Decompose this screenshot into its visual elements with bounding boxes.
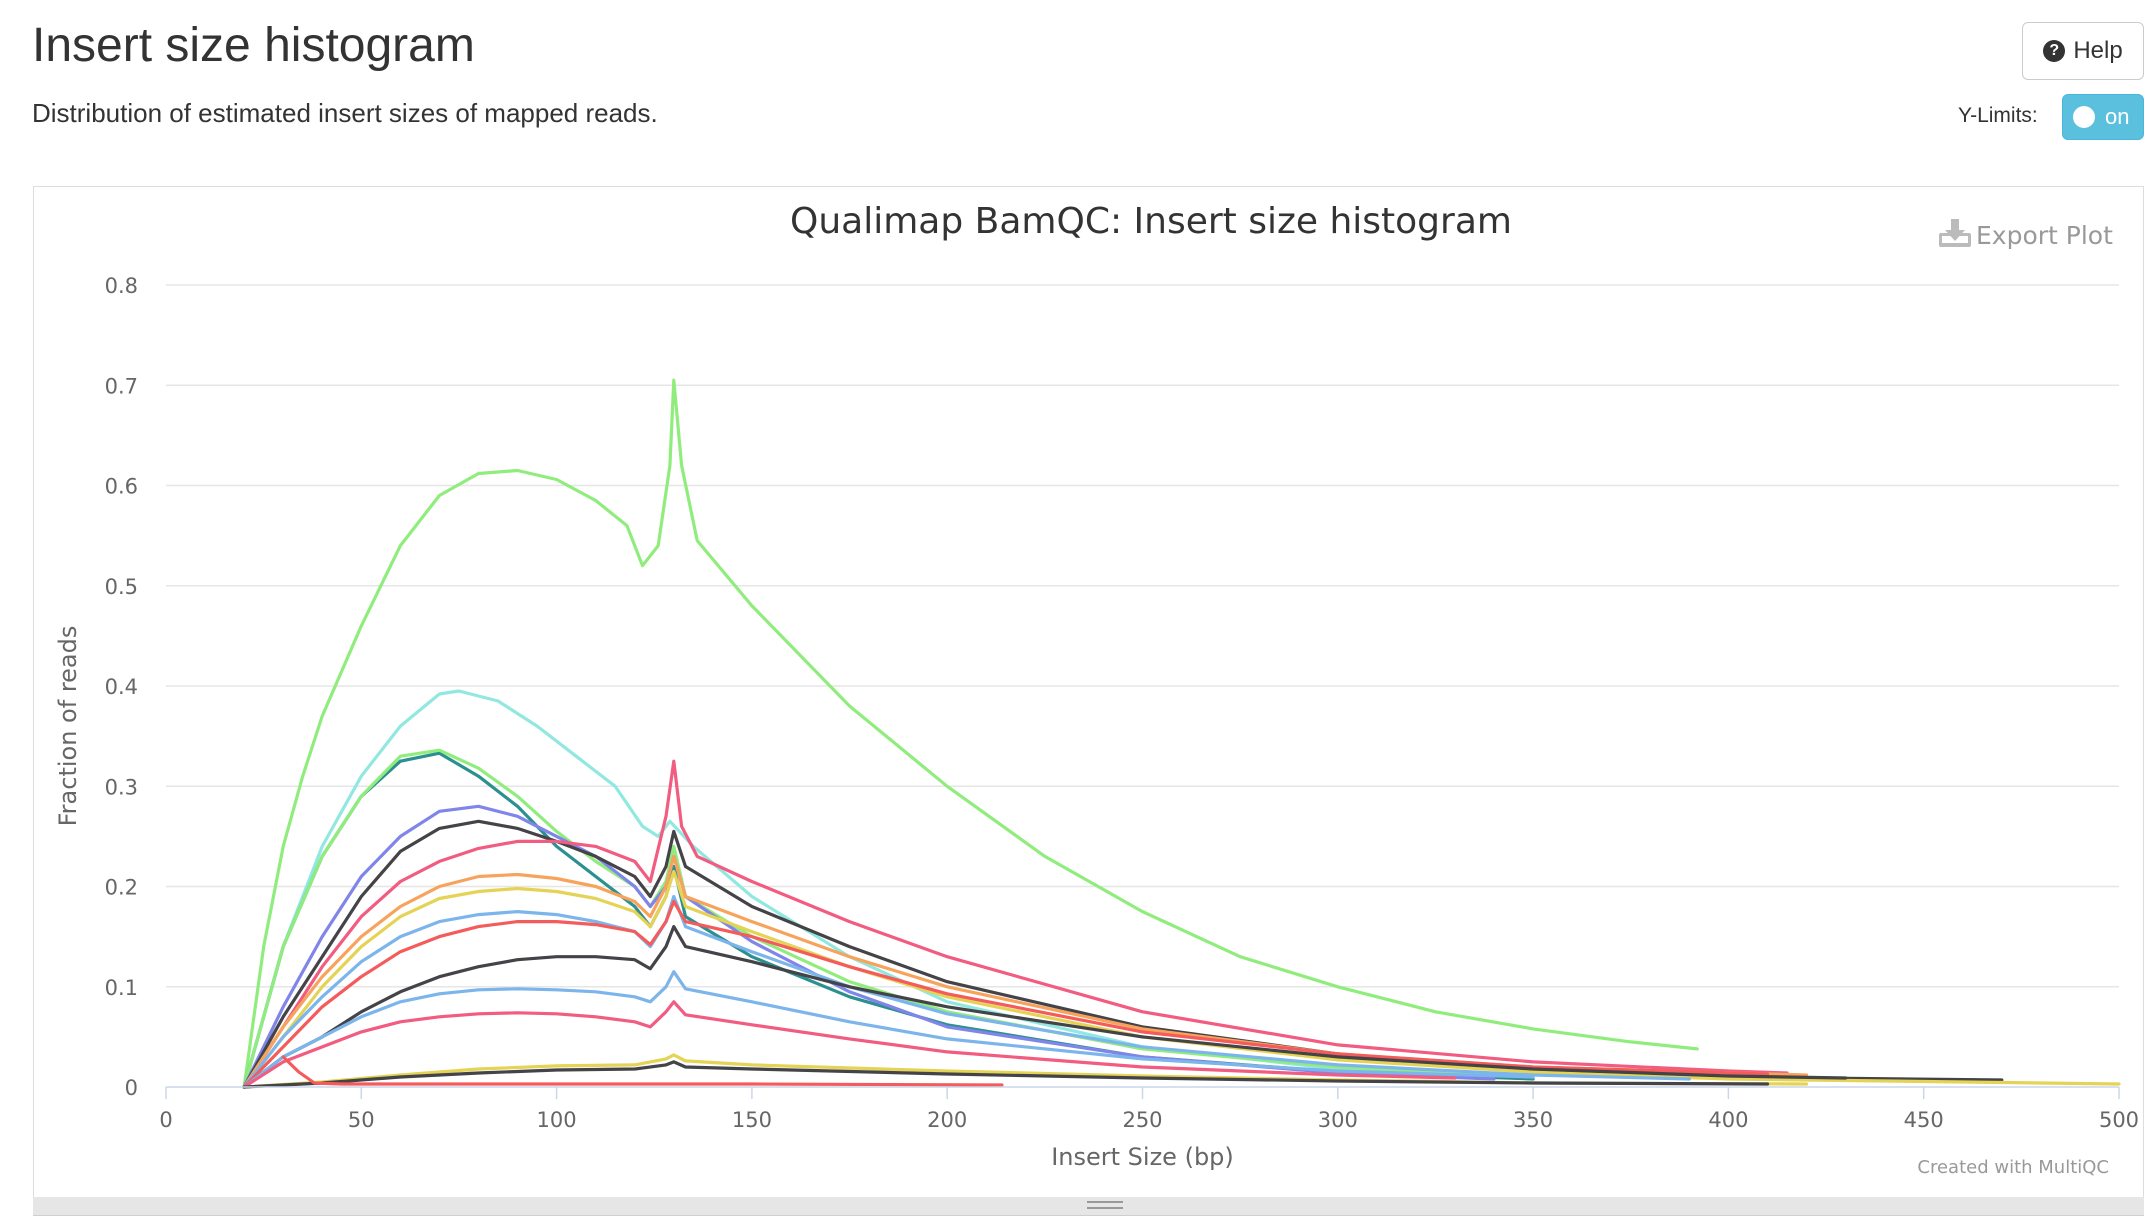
export-plot-button[interactable]: Export Plot (1939, 219, 2113, 250)
help-button[interactable]: ? Help (2022, 22, 2144, 80)
series-line-10[interactable] (242, 899, 1770, 1089)
series-layer (242, 378, 2121, 1089)
series-line-11[interactable] (242, 925, 1848, 1089)
y-tick-label-8: 0.8 (105, 274, 138, 298)
series-line-12[interactable] (242, 970, 1535, 1089)
x-tick-label-1: 50 (348, 1108, 375, 1132)
x-tick-label-6: 300 (1318, 1108, 1358, 1132)
series-line-0[interactable] (242, 378, 1699, 1089)
series-line-7[interactable] (242, 869, 2121, 1089)
x-axis-label: Insert Size (bp) (1051, 1143, 1234, 1171)
series-line-2[interactable] (242, 751, 1535, 1089)
series-line-8[interactable] (242, 854, 1809, 1089)
grip-icon (1087, 1201, 1123, 1209)
y-tick-label-2: 0.2 (105, 876, 138, 900)
series-line-3[interactable] (242, 748, 1535, 1089)
y-limits-label: Y-Limits: (1958, 104, 2038, 127)
chart-title: Qualimap BamQC: Insert size histogram (790, 201, 1512, 242)
y-axis-label: Fraction of reads (54, 626, 82, 827)
x-tick-label-10: 500 (2099, 1108, 2139, 1132)
x-tick-label-2: 100 (537, 1108, 577, 1132)
x-tick-label-4: 200 (927, 1108, 967, 1132)
x-tick-label-9: 450 (1904, 1108, 1944, 1132)
axes: 0 0.1 0.2 0.3 0.4 0.5 0.6 0.7 0.8 0 50 100 150 200 250… (54, 274, 2139, 1171)
plot-resize-handle[interactable] (33, 1197, 2144, 1216)
insert-size-chart: 0 0.1 0.2 0.3 0.4 0.5 0.6 0.7 0.8 0 50 100 150 200 250… (54, 201, 2139, 1178)
y-tick-label-7: 0.7 (105, 374, 138, 398)
series-line-6[interactable] (242, 759, 1789, 1089)
multiqc-credit: Created with MultiQC (1917, 1157, 2109, 1178)
y-tick-label-4: 0.4 (105, 675, 138, 699)
y-tick-label-3: 0.3 (105, 775, 138, 799)
export-plot-label: Export Plot (1976, 221, 2113, 250)
series-line-16[interactable] (281, 1055, 1004, 1087)
y-tick-label-1: 0.1 (105, 976, 138, 1000)
y-tick-label-6: 0.6 (105, 475, 138, 499)
help-label: Help (2073, 37, 2123, 64)
plot-container: 0 0.1 0.2 0.3 0.4 0.5 0.6 0.7 0.8 0 50 100 150 200 250… (33, 186, 2144, 1202)
series-line-15[interactable] (242, 1060, 1770, 1089)
y-tick-label-0: 0 (125, 1076, 138, 1100)
x-tick-label-0: 0 (159, 1108, 172, 1132)
page-description: Distribution of estimated insert sizes o… (32, 98, 658, 128)
x-tick-label-5: 250 (1122, 1108, 1162, 1132)
question-circle-icon: ? (2043, 40, 2066, 62)
series-line-4[interactable] (242, 804, 1496, 1089)
series-line-5[interactable] (242, 819, 2004, 1089)
toggle-label: on (2105, 104, 2130, 129)
series-line-13[interactable] (242, 1000, 1457, 1089)
x-tick-label-7: 350 (1513, 1108, 1553, 1132)
download-icon (1939, 219, 1971, 247)
y-tick-label-5: 0.5 (105, 575, 138, 599)
toggle-knob (2073, 106, 2095, 128)
x-tick-label-3: 150 (732, 1108, 772, 1132)
y-limits-toggle[interactable]: on (2062, 94, 2144, 140)
page-title: Insert size histogram (32, 19, 475, 72)
x-tick-label-8: 400 (1708, 1108, 1748, 1132)
